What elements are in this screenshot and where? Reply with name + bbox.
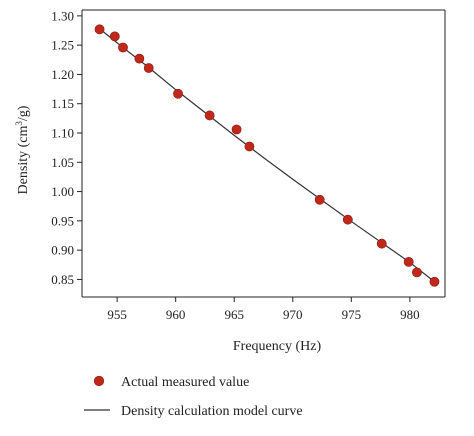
data-point <box>314 194 325 205</box>
y-tick-label: 1.00 <box>51 184 74 199</box>
y-axis-ticks: 0.85 0.90 0.95 1.00 1.05 1.10 1.15 1.20 1.25 1.30 <box>51 8 82 287</box>
data-point <box>143 63 154 73</box>
plot-area: 955 960 965 970 975 980 0.85 0.90 0.95 1.00 1.05 1… <box>51 8 446 322</box>
data-point <box>411 267 422 278</box>
y-axis-title-tail: /g) <box>16 105 31 121</box>
y-axis-title-superscript: 3 <box>14 121 24 126</box>
y-tick-label: 1.30 <box>51 8 74 23</box>
y-axis-title: Density (cm3/g) <box>14 105 31 194</box>
legend: Actual measured value Density calculatio… <box>84 375 303 419</box>
data-point <box>231 124 242 135</box>
y-tick-label: 0.90 <box>51 243 74 258</box>
y-tick-label: 0.95 <box>51 213 74 228</box>
data-point <box>118 42 128 53</box>
y-tick-label: 1.20 <box>51 67 74 82</box>
x-axis-title: Frequency (Hz) <box>233 339 322 354</box>
legend-label-curve: Density calculation model curve <box>121 404 303 419</box>
data-point <box>244 141 255 152</box>
x-tick-label: 970 <box>283 307 303 322</box>
legend-marker-points <box>93 375 105 387</box>
y-tick-label: 0.85 <box>51 272 74 287</box>
x-tick-label: 960 <box>166 307 186 322</box>
data-point <box>134 53 145 64</box>
data-point <box>376 238 387 249</box>
measured-points <box>94 24 440 287</box>
y-axis-title-main: Density (cm <box>16 126 31 195</box>
data-point <box>109 31 120 42</box>
y-tick-label: 1.15 <box>51 96 74 111</box>
x-axis-ticks: 955 960 965 970 975 980 <box>107 297 420 322</box>
x-tick-label: 980 <box>400 307 420 322</box>
data-point <box>342 214 353 225</box>
data-point <box>173 88 183 99</box>
legend-label-points: Actual measured value <box>121 375 249 390</box>
y-tick-label: 1.05 <box>51 155 74 170</box>
data-point <box>204 110 215 121</box>
x-tick-label: 965 <box>224 307 244 322</box>
y-tick-label: 1.25 <box>51 38 74 53</box>
data-point <box>429 276 440 287</box>
data-point <box>403 256 414 267</box>
data-point <box>94 24 105 35</box>
x-tick-label: 975 <box>342 307 362 322</box>
y-tick-label: 1.10 <box>51 126 74 141</box>
x-tick-label: 955 <box>107 307 127 322</box>
